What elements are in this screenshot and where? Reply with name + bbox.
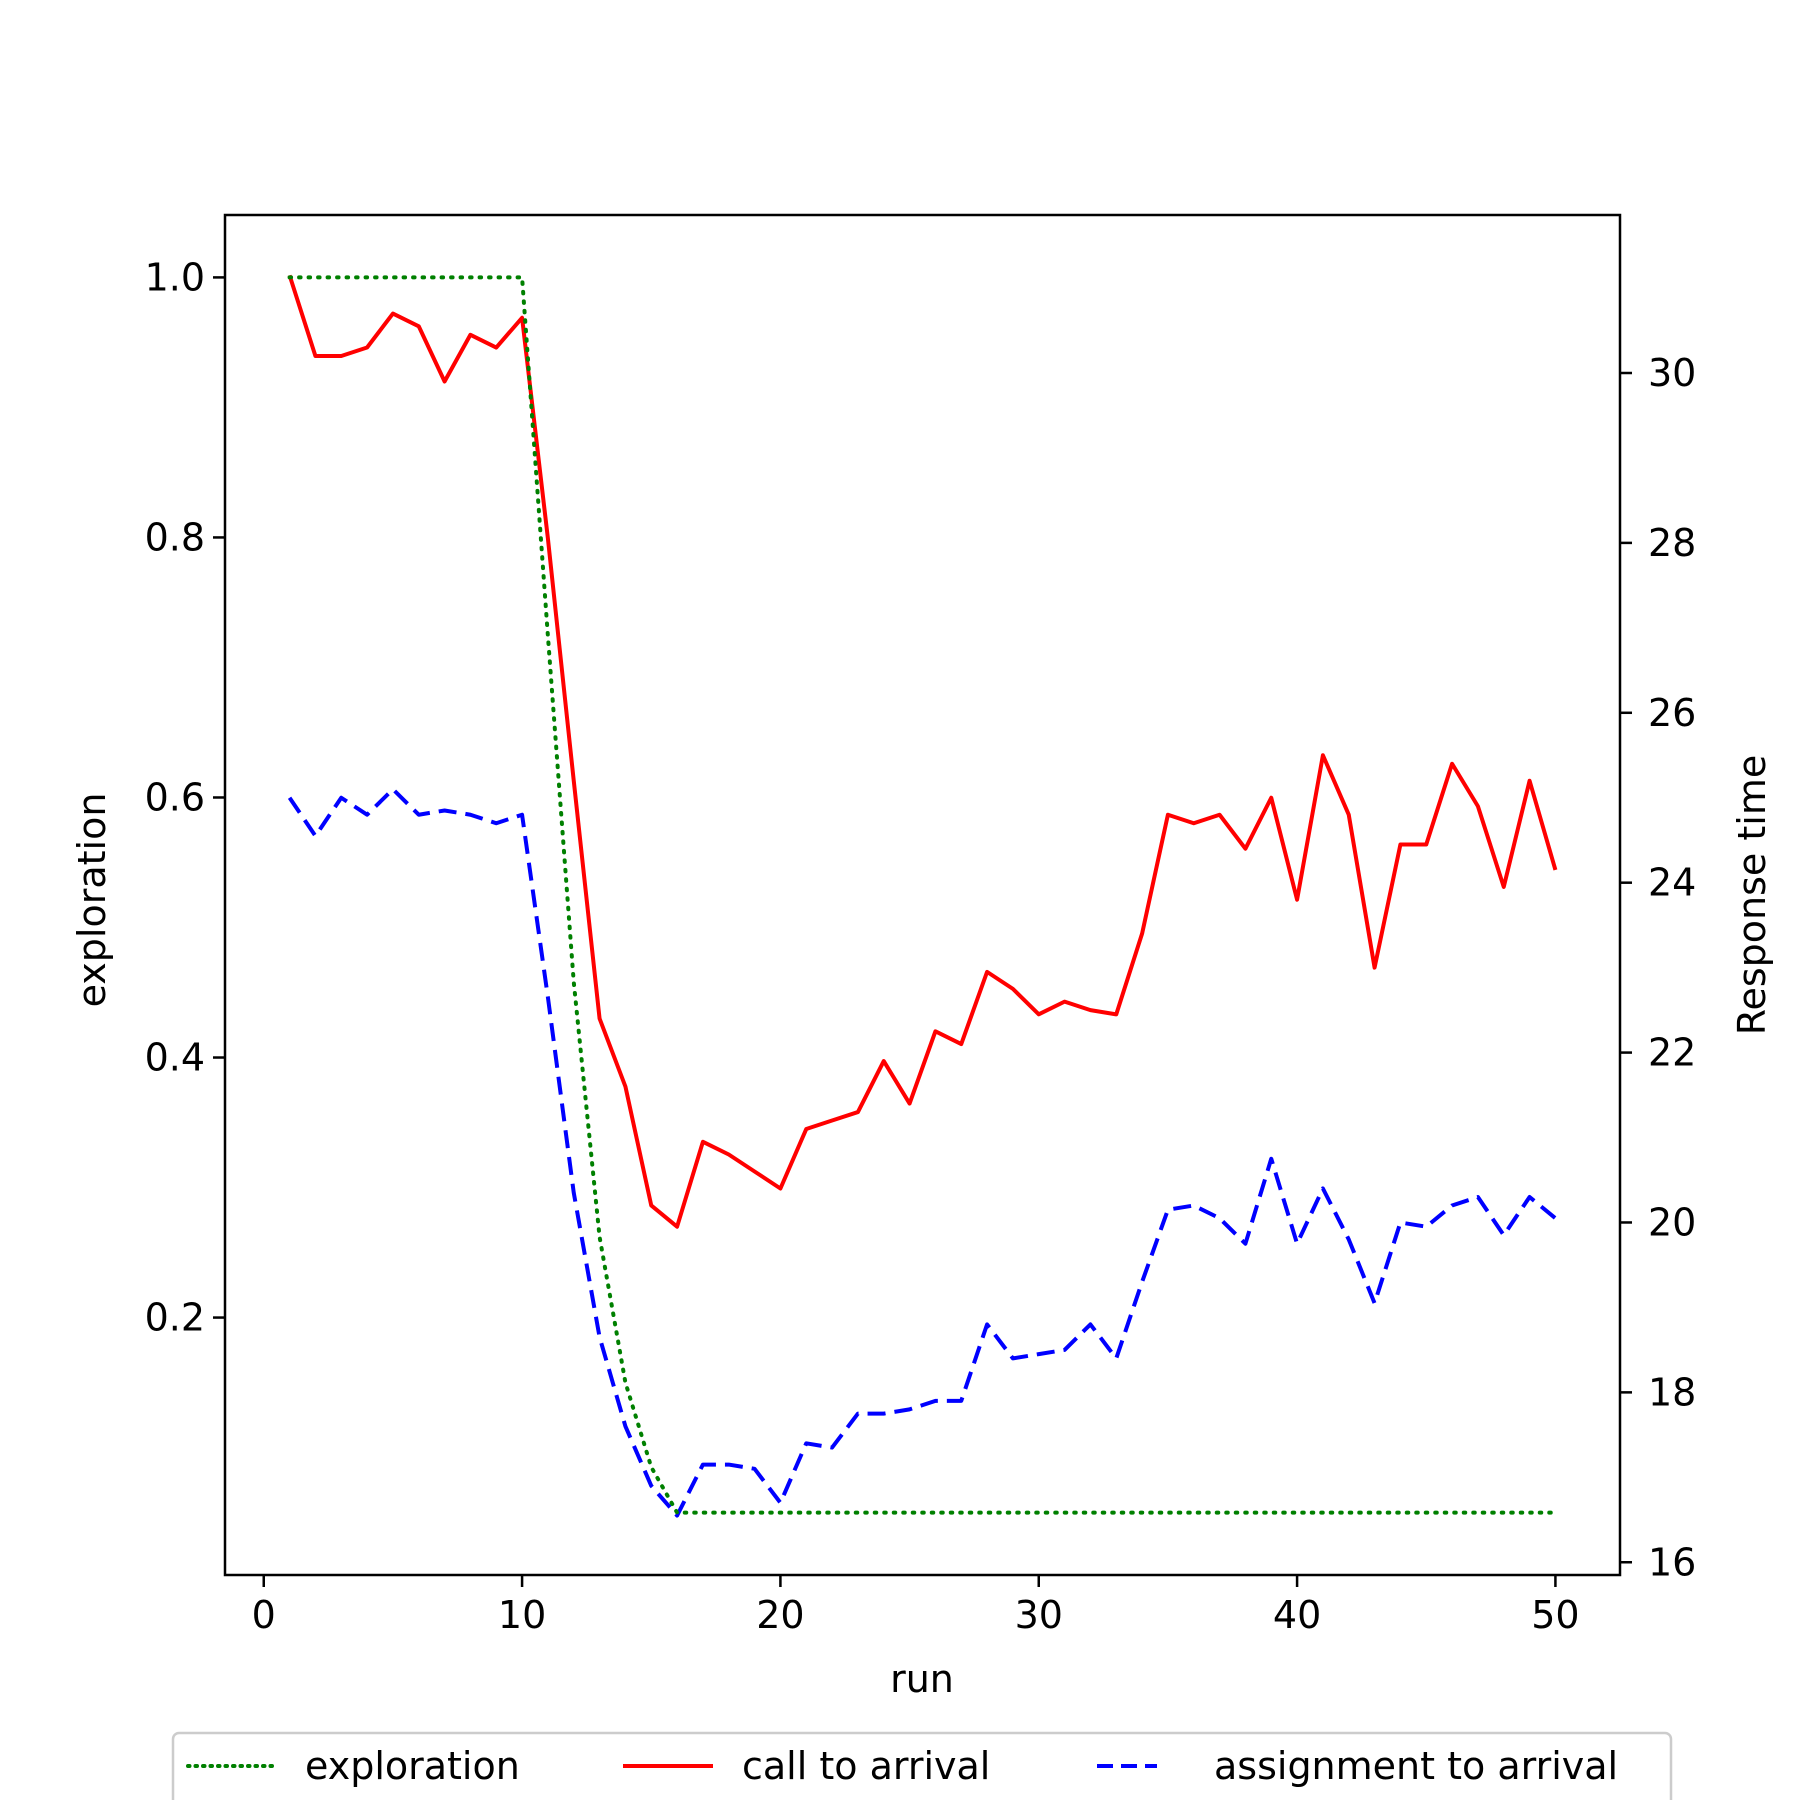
legend-label-assignment-to-arrival: assignment to arrival [1214, 1744, 1618, 1788]
right-y-tick-label: 16 [1648, 1540, 1696, 1584]
legend-label-exploration: exploration [305, 1744, 520, 1788]
x-tick-label: 0 [252, 1593, 276, 1637]
x-tick-label: 20 [756, 1593, 804, 1637]
right-y-tick-label: 22 [1648, 1031, 1696, 1075]
legend: exploration call to arrival assignment t… [173, 1733, 1671, 1800]
x-tick-label: 40 [1273, 1593, 1321, 1637]
right-y-tick-label: 30 [1648, 351, 1696, 395]
right-y-axis-label: Response time [1730, 755, 1774, 1035]
left-y-tick-label: 0.2 [145, 1296, 205, 1340]
right-y-tick-label: 26 [1648, 691, 1696, 735]
right-y-tick-label: 28 [1648, 521, 1696, 565]
left-y-tick-label: 0.6 [145, 775, 205, 819]
right-y-tick-label: 20 [1648, 1200, 1696, 1244]
x-tick-label: 50 [1531, 1593, 1579, 1637]
right-y-tick-label: 18 [1648, 1370, 1696, 1414]
left-y-tick-label: 0.4 [145, 1036, 205, 1080]
right-y-tick-label: 24 [1648, 861, 1696, 905]
left-y-tick-label: 0.8 [145, 515, 205, 559]
x-axis-label: run [890, 1657, 954, 1701]
left-y-axis-label: exploration [70, 793, 114, 1008]
x-tick-label: 10 [498, 1593, 546, 1637]
left-y-tick-label: 1.0 [145, 255, 205, 299]
x-tick-label: 30 [1015, 1593, 1063, 1637]
legend-label-call-to-arrival: call to arrival [742, 1744, 990, 1788]
